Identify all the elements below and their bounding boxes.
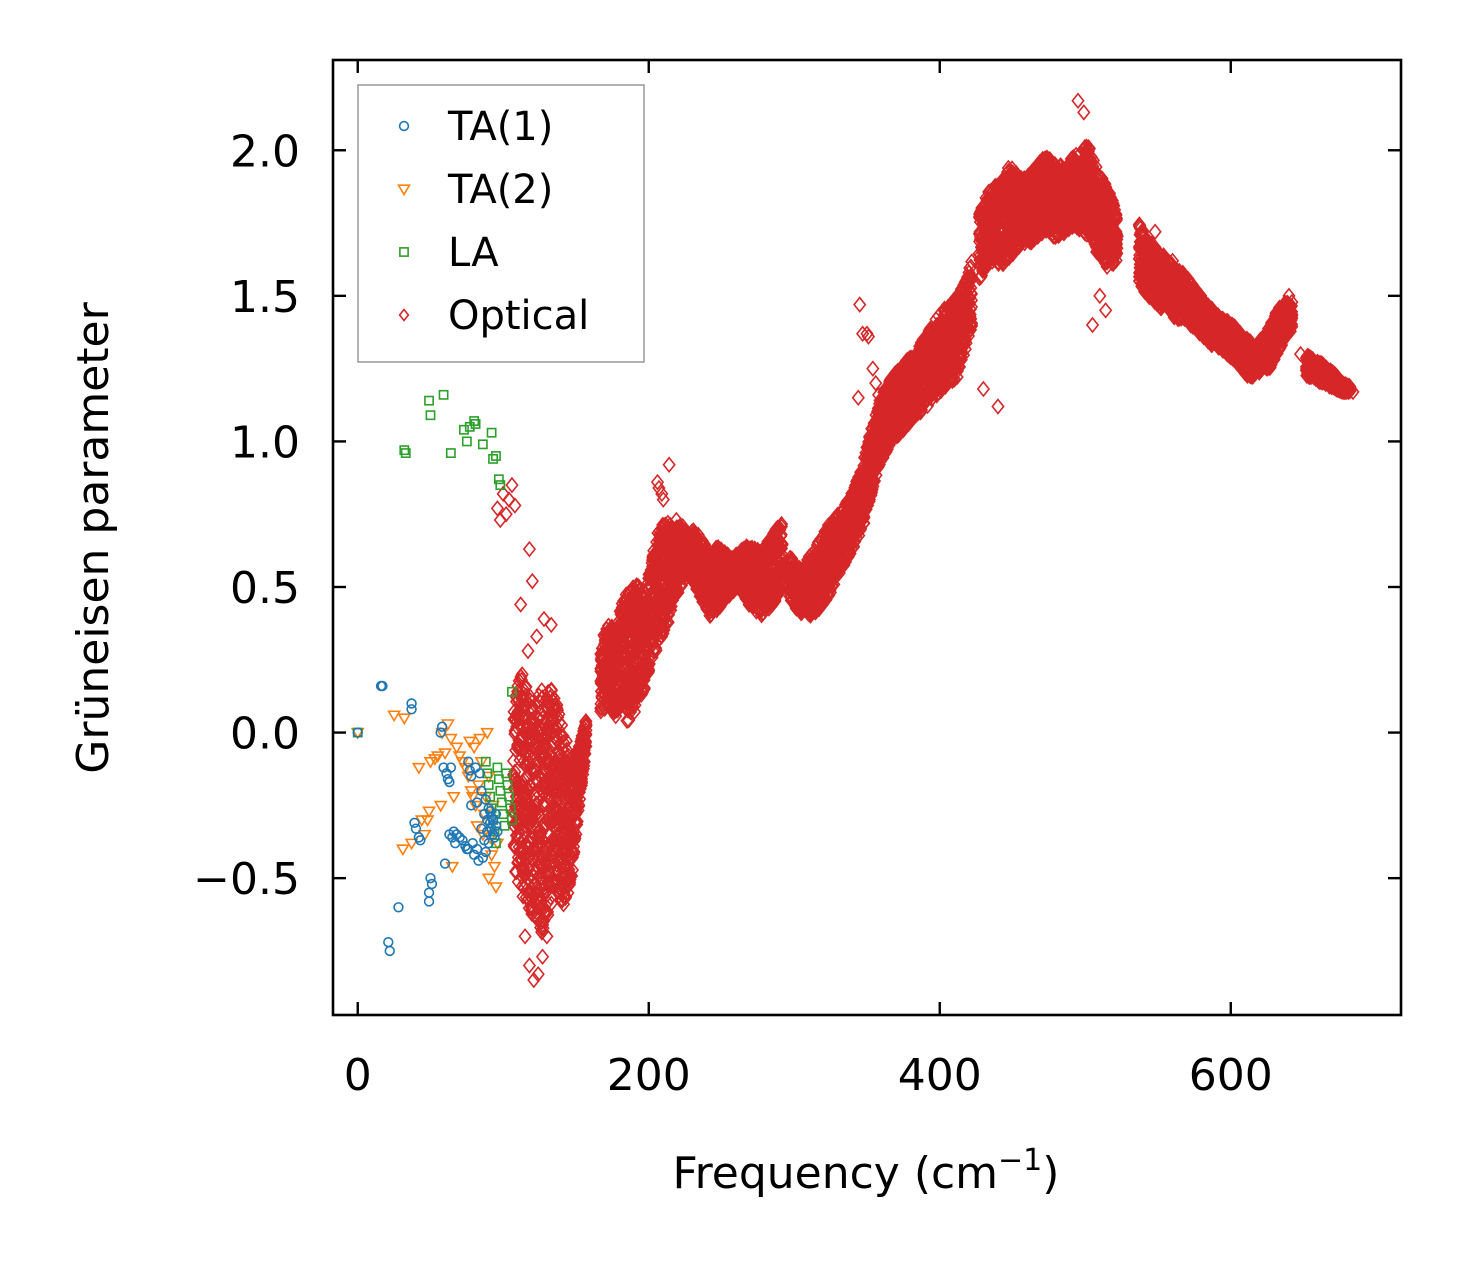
point-optical xyxy=(575,756,589,773)
point-optical xyxy=(556,733,571,751)
point-optical xyxy=(628,696,642,714)
point-optical xyxy=(576,733,590,750)
point-optical xyxy=(623,683,637,701)
point-optical xyxy=(528,807,542,824)
point-optical xyxy=(674,575,688,593)
point-optical xyxy=(660,613,674,630)
point-optical xyxy=(550,731,565,749)
point-optical xyxy=(565,861,580,879)
point-optical xyxy=(569,813,584,830)
point-optical xyxy=(531,828,545,845)
point-optical xyxy=(514,852,529,870)
point-optical xyxy=(623,614,637,631)
point-optical xyxy=(638,668,652,686)
point-optical xyxy=(567,843,581,861)
point-optical xyxy=(536,729,550,746)
point-optical xyxy=(653,630,667,647)
point-optical xyxy=(567,801,581,819)
point-optical xyxy=(518,679,532,696)
point-optical xyxy=(537,796,552,814)
point-optical xyxy=(507,836,521,854)
data-marks xyxy=(350,92,1360,989)
point-optical xyxy=(577,746,591,763)
point-optical xyxy=(544,846,559,864)
point-optical xyxy=(536,916,550,934)
point-optical xyxy=(717,544,732,562)
point-optical xyxy=(559,741,574,758)
point-optical xyxy=(638,654,652,672)
point-optical xyxy=(538,855,553,873)
point-optical xyxy=(662,591,676,609)
point-optical xyxy=(572,779,586,796)
point-optical xyxy=(579,713,593,730)
point-optical xyxy=(568,797,583,814)
point-optical xyxy=(537,879,551,897)
point-optical xyxy=(528,863,543,881)
point-optical xyxy=(507,838,521,855)
point-optical xyxy=(514,814,528,831)
point-optical xyxy=(566,838,581,855)
point-optical xyxy=(550,701,565,719)
series-optical xyxy=(490,92,1360,989)
point-optical xyxy=(510,713,524,730)
point-optical xyxy=(572,762,586,779)
point-optical xyxy=(551,862,565,879)
point-optical xyxy=(543,689,557,706)
point-optical xyxy=(646,547,660,565)
point-optical xyxy=(656,616,670,634)
point-optical xyxy=(616,606,630,624)
point-optical xyxy=(508,763,522,781)
point-optical xyxy=(627,703,642,721)
point-optical xyxy=(544,681,558,699)
point-optical xyxy=(609,696,623,714)
point-optical xyxy=(558,889,572,907)
point-optical xyxy=(573,790,587,808)
point-optical xyxy=(525,798,540,816)
point-optical xyxy=(536,709,550,726)
point-optical xyxy=(622,711,636,729)
point-optical xyxy=(510,779,524,796)
point-optical xyxy=(630,687,645,704)
point-optical xyxy=(510,830,525,848)
point-optical xyxy=(634,686,648,703)
point-optical xyxy=(573,769,587,787)
point-optical xyxy=(633,677,647,695)
point-optical xyxy=(543,814,558,831)
point-optical xyxy=(551,806,566,824)
point-optical xyxy=(659,615,674,633)
point-optical xyxy=(545,722,559,740)
point-optical xyxy=(551,883,565,900)
point-optical xyxy=(536,735,550,752)
point-optical xyxy=(559,732,573,750)
point-optical xyxy=(562,876,577,893)
point-optical xyxy=(514,738,528,755)
point-optical xyxy=(536,738,551,756)
point-optical xyxy=(623,703,637,721)
point-optical xyxy=(579,717,593,734)
point-optical xyxy=(561,884,575,902)
point-optical xyxy=(540,816,554,834)
point-optical xyxy=(506,752,521,770)
point-optical xyxy=(531,881,545,898)
point-optical xyxy=(647,641,662,659)
point-optical xyxy=(543,889,558,906)
point-optical xyxy=(668,579,683,597)
point-optical xyxy=(569,825,583,843)
point-optical xyxy=(529,769,543,787)
point-optical xyxy=(548,838,562,855)
point-optical xyxy=(551,781,565,799)
point-optical xyxy=(663,602,677,620)
point-optical xyxy=(576,741,590,759)
point-optical xyxy=(514,700,528,718)
point-optical xyxy=(703,607,717,625)
